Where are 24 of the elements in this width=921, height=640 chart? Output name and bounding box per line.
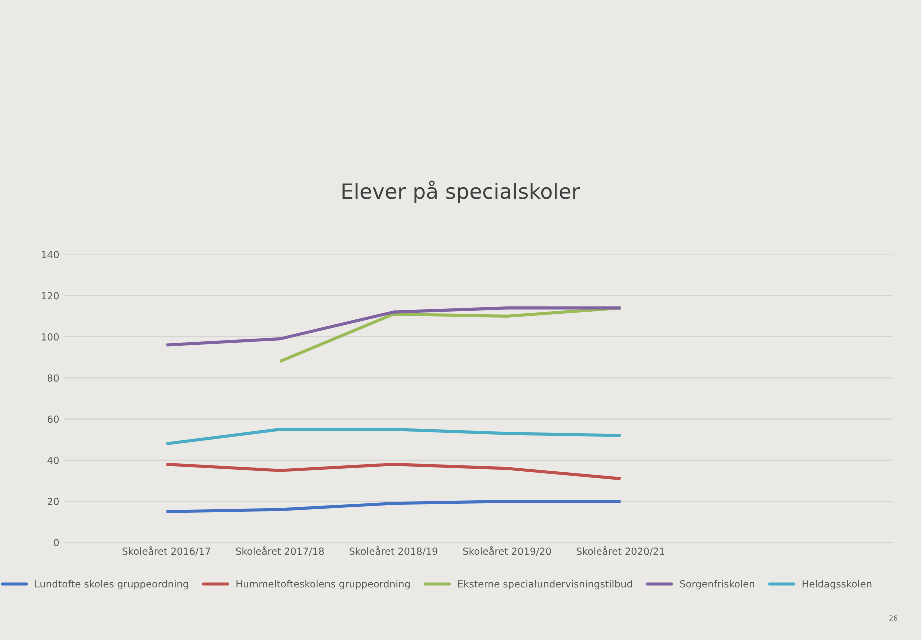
x-tick-label: Skoleåret 2016/17 xyxy=(122,546,210,556)
x-tick-label: Skoleåret 2019/20 xyxy=(463,546,552,556)
legend-label: Hummeltofteskolens gruppeordning xyxy=(236,580,410,590)
chart-title: Elever på specialskoler xyxy=(342,180,580,204)
line-series xyxy=(165,463,622,480)
y-tick-label: 40 xyxy=(48,456,59,464)
legend-label: Eksterne specialundervisningstilbud xyxy=(458,580,632,590)
y-tick-label: 60 xyxy=(48,416,59,424)
x-tick-label: Skoleåret 2020/21 xyxy=(576,546,664,556)
y-tick-label: 20 xyxy=(48,498,59,506)
y-tick-label: 140 xyxy=(42,251,59,259)
legend-label: Heldagsskolen xyxy=(802,580,872,590)
x-tick-label: Skoleåret 2017/18 xyxy=(236,546,324,556)
line-series xyxy=(278,306,622,364)
line-series xyxy=(165,306,622,347)
y-tick-label: 120 xyxy=(42,292,59,300)
legend-label: Sorgenfriskolen xyxy=(680,580,754,590)
y-tick-label: 100 xyxy=(42,333,59,341)
line-series xyxy=(165,428,622,446)
legend-label: Lundtofte skoles gruppeordning xyxy=(36,580,188,590)
line-series xyxy=(165,500,622,514)
y-tick-label: 0 xyxy=(54,539,59,547)
x-tick-label: Skoleåret 2018/19 xyxy=(350,546,438,556)
y-tick-label: 80 xyxy=(48,374,59,382)
